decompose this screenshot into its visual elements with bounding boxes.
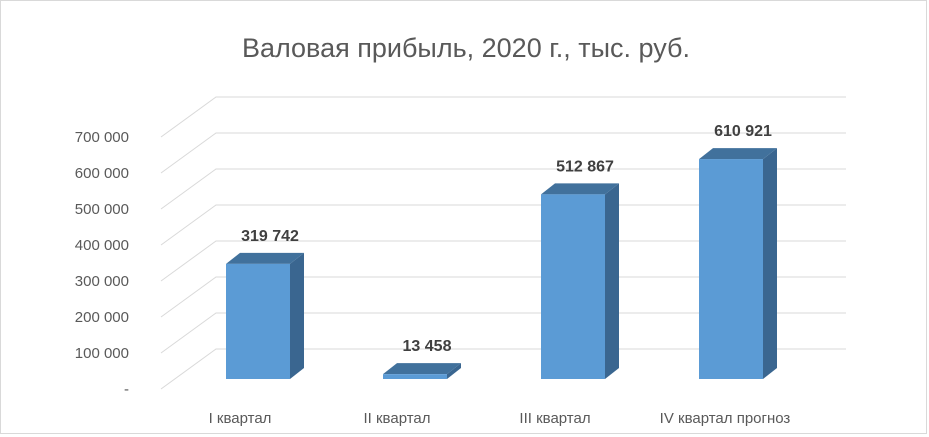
data-label: 610 921 <box>714 123 772 140</box>
data-label: 512 867 <box>556 158 614 175</box>
bar-side <box>605 183 619 379</box>
bar-front <box>541 194 605 379</box>
y-tick-label: 700 000 <box>75 129 129 146</box>
bar-top <box>699 148 777 160</box>
gridline <box>160 132 846 174</box>
gridline <box>160 348 846 390</box>
y-tick-label: 100 000 <box>75 345 129 362</box>
bar <box>541 183 619 379</box>
gridline <box>160 168 846 210</box>
chart-title: Валовая прибыль, 2020 г., тыс. руб. <box>242 33 690 63</box>
bar <box>699 148 777 379</box>
bars <box>226 148 777 379</box>
bar-top <box>383 363 461 375</box>
y-tick-label: 300 000 <box>75 273 129 290</box>
category-label: II квартал <box>363 410 430 427</box>
category-label: I квартал <box>209 410 272 427</box>
gridlines <box>160 96 846 390</box>
data-label: 13 458 <box>403 338 452 355</box>
gridline <box>160 204 846 246</box>
y-tick-label: - <box>124 381 129 398</box>
bar-side <box>763 148 777 379</box>
gridline <box>160 96 846 138</box>
y-tick-label: 600 000 <box>75 165 129 182</box>
bar-front <box>383 374 447 379</box>
bar-side <box>290 252 304 379</box>
gridline <box>160 240 846 282</box>
bar <box>383 363 461 379</box>
y-tick-label: 200 000 <box>75 309 129 326</box>
bar-top <box>226 252 304 264</box>
category-label: IV квартал прогноз <box>660 410 791 427</box>
bar-side <box>447 363 461 379</box>
bar <box>226 252 304 379</box>
category-label: III квартал <box>519 410 590 427</box>
x-axis: I квартал II квартал III квартал IV квартал… <box>209 410 791 427</box>
y-tick-label: 500 000 <box>75 201 129 218</box>
bar-front <box>226 263 290 379</box>
gridline <box>160 312 846 354</box>
bar-top <box>541 183 619 195</box>
y-tick-label: 400 000 <box>75 237 129 254</box>
y-axis: - 100 000 200 000 300 000 400 000 500 000 600 … <box>75 129 129 398</box>
bar-front <box>699 159 763 379</box>
data-label: 319 742 <box>241 228 299 245</box>
data-labels: 319 742 13 458 512 867 610 921 <box>241 123 772 355</box>
gridline <box>160 276 846 318</box>
